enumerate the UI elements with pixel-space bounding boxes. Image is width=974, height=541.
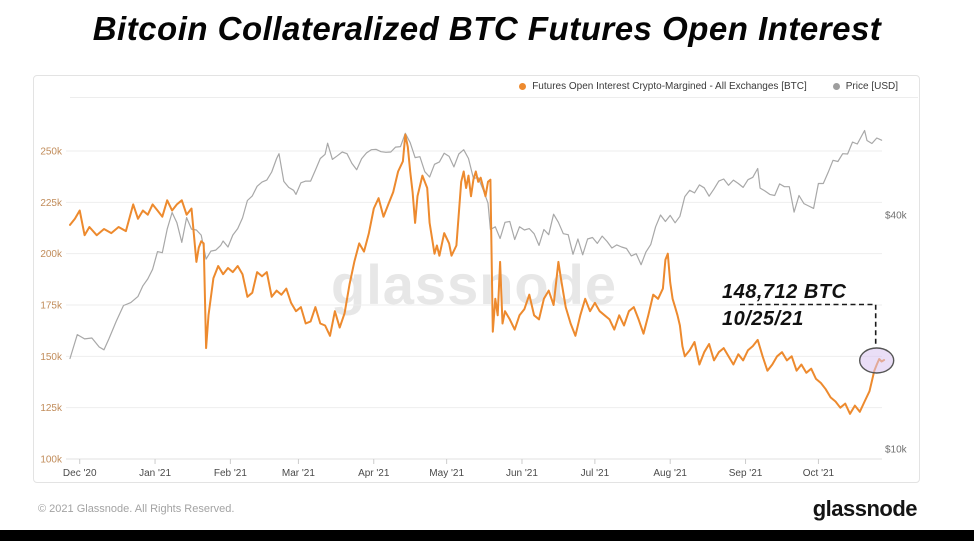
annotation-date: 10/25/21: [722, 308, 804, 330]
price-dot-icon: [832, 83, 840, 90]
annotation-callout: 148,712 BTC 10/25/21: [722, 279, 846, 333]
legend-item-price[interactable]: Price [USD]: [832, 81, 898, 92]
glassnode-logo: glassnode: [812, 496, 918, 521]
copyright-text: © 2021 Glassnode. All Rights Reserved.: [38, 503, 235, 515]
legend-label-price: Price [USD]: [845, 81, 898, 92]
chart-legend: Futures Open Interest Crypto-Margined - …: [70, 76, 918, 98]
open-interest-dot-icon: [519, 83, 527, 90]
bottom-border-bar: [0, 530, 974, 541]
page-title: Bitcoin Collateralized BTC Futures Open …: [92, 10, 882, 47]
legend-item-open-interest[interactable]: Futures Open Interest Crypto-Margined - …: [519, 81, 807, 92]
legend-label-open-interest: Futures Open Interest Crypto-Margined - …: [532, 81, 807, 92]
annotation-value: 148,712 BTC: [722, 281, 847, 303]
